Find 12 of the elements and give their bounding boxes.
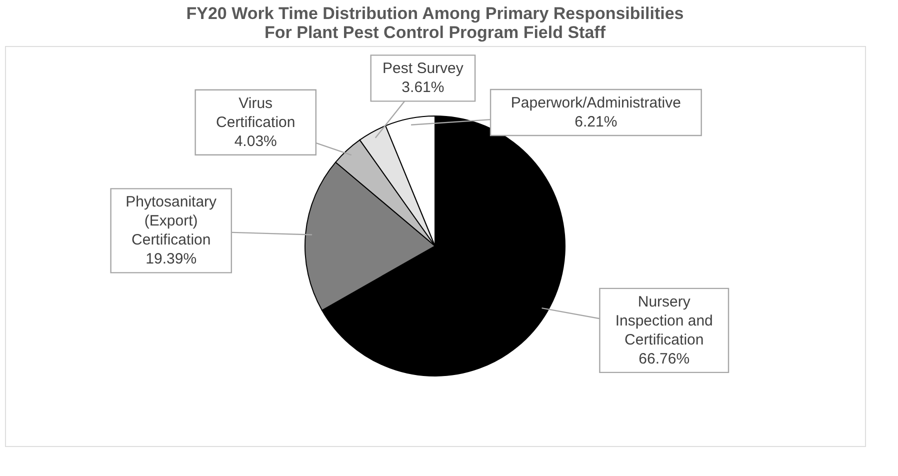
data-label: 66.76%: [638, 350, 690, 368]
slice-label: Nursery Inspection and Certification: [615, 293, 713, 348]
data-label: 4.03%: [234, 132, 277, 150]
data-label: 6.21%: [574, 114, 618, 131]
text: FY20 Work Time Distribution Among Primary Responsibilities: [186, 4, 684, 23]
text: For Plant Pest Control Program Field Staff: [264, 23, 606, 42]
data-label: 3.61%: [402, 79, 444, 96]
data-label: 19.39%: [146, 250, 197, 268]
slice-label: Phytosanitary (Export) Certification: [126, 194, 218, 249]
slice-label: Pest Survey: [382, 60, 464, 78]
slice-label: Virus Certification: [216, 94, 296, 131]
slice-label: Paperwork/Administrative: [510, 94, 681, 112]
